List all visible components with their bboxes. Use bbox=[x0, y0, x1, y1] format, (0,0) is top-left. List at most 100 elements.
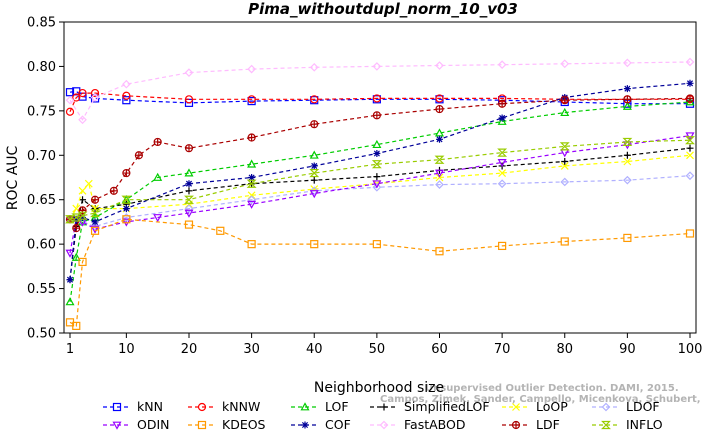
data-point bbox=[77, 211, 88, 220]
data-point bbox=[153, 172, 163, 181]
data-point bbox=[559, 142, 570, 151]
data-point bbox=[65, 249, 75, 258]
x-tick-label: 40 bbox=[306, 342, 323, 357]
data-point bbox=[90, 225, 100, 234]
x-tick-label: 20 bbox=[181, 342, 198, 357]
data-point bbox=[184, 68, 194, 77]
plot-area bbox=[65, 57, 695, 330]
data-point bbox=[623, 175, 632, 185]
legend-label: kNN bbox=[137, 399, 163, 414]
data-point bbox=[246, 179, 257, 188]
series-lof bbox=[65, 97, 695, 306]
data-point bbox=[122, 205, 130, 213]
data-point bbox=[122, 96, 131, 105]
data-point bbox=[79, 213, 87, 221]
legend-item-cof: COF bbox=[291, 417, 351, 432]
data-point bbox=[310, 120, 319, 129]
data-point bbox=[78, 88, 87, 98]
data-point bbox=[685, 57, 695, 67]
y-tick-label: 0.75 bbox=[27, 104, 56, 119]
chart-title: Pima_withoutdupl_norm_10_v03 bbox=[248, 0, 518, 18]
legend-item-loop: LoOP bbox=[502, 399, 568, 414]
data-point bbox=[498, 99, 507, 108]
data-point bbox=[65, 215, 75, 224]
y-tick-label: 0.70 bbox=[27, 149, 56, 164]
y-tick-label: 0.55 bbox=[27, 282, 56, 297]
data-point bbox=[65, 88, 75, 97]
data-point bbox=[247, 200, 257, 209]
data-point bbox=[497, 158, 507, 168]
watermark-line-1: Unsupervised Outlier Detection. DAMI, 20… bbox=[425, 383, 679, 394]
data-point bbox=[373, 173, 381, 181]
data-point bbox=[65, 95, 75, 105]
data-point bbox=[184, 168, 194, 177]
data-point bbox=[185, 187, 193, 195]
data-point bbox=[248, 174, 256, 181]
data-point bbox=[372, 182, 382, 192]
data-point bbox=[134, 151, 143, 160]
legend-label: SimplifiedLOF bbox=[404, 399, 490, 414]
legend-label: kNNW bbox=[222, 399, 260, 414]
x-tick-label: 50 bbox=[369, 342, 386, 357]
data-point bbox=[90, 195, 100, 204]
data-point bbox=[497, 60, 507, 69]
data-point bbox=[153, 214, 163, 223]
data-point bbox=[90, 94, 100, 103]
legend-label: LoOP bbox=[536, 399, 568, 414]
data-point bbox=[310, 95, 319, 104]
data-point bbox=[372, 180, 382, 189]
data-point bbox=[247, 195, 256, 205]
data-point bbox=[184, 220, 194, 229]
data-point bbox=[685, 94, 695, 103]
x-tick-label: 10 bbox=[118, 342, 135, 357]
watermark: Unsupervised Outlier Detection. DAMI, 20… bbox=[380, 383, 702, 405]
legend: kNN kNNW LOF SimplifiedLOF LoOP LDOF ODIN KDEOS… bbox=[103, 399, 663, 432]
legend-swatch-marker bbox=[512, 403, 520, 411]
data-point bbox=[90, 226, 100, 235]
legend-label: FastABOD bbox=[404, 417, 466, 432]
data-point bbox=[184, 195, 194, 204]
data-point bbox=[372, 111, 381, 120]
data-point bbox=[122, 79, 131, 89]
legend-swatch-marker bbox=[511, 420, 521, 430]
data-point bbox=[309, 168, 320, 178]
data-point bbox=[91, 218, 99, 226]
y-tick-label: 0.50 bbox=[27, 327, 56, 342]
data-point bbox=[560, 107, 570, 117]
legend-swatch-marker bbox=[379, 420, 389, 430]
legend-item-ldf: LDF bbox=[502, 417, 560, 432]
series-line bbox=[69, 61, 691, 121]
data-point bbox=[622, 137, 633, 147]
data-point bbox=[72, 93, 81, 102]
data-point bbox=[79, 196, 87, 204]
legend-item-simplifiedlof: SimplifiedLOF bbox=[370, 399, 490, 414]
x-tick-label: 70 bbox=[494, 342, 511, 357]
data-point bbox=[623, 157, 632, 166]
data-point bbox=[185, 180, 193, 188]
axes: 1 10 20 30 40 50 60 70 80 90 100 0.50 0.55 0.60 0.65 0.… bbox=[27, 16, 702, 358]
series-simplifiedlof bbox=[66, 144, 694, 284]
data-point bbox=[247, 133, 256, 142]
plot-frame bbox=[63, 21, 697, 334]
y-tick-label: 0.60 bbox=[27, 238, 56, 253]
data-point bbox=[90, 93, 100, 102]
data-point bbox=[109, 186, 118, 195]
data-point bbox=[373, 150, 381, 158]
data-point bbox=[310, 240, 319, 249]
data-point bbox=[560, 96, 569, 105]
data-point bbox=[90, 222, 100, 231]
series-inflo bbox=[65, 136, 695, 224]
legend-swatch-marker bbox=[380, 403, 388, 411]
data-point bbox=[623, 233, 632, 243]
data-point bbox=[371, 160, 382, 169]
y-tick-label: 0.80 bbox=[27, 60, 56, 75]
data-point bbox=[84, 179, 93, 188]
data-point bbox=[65, 107, 75, 116]
legend-item-knn: kNN bbox=[103, 399, 163, 414]
legend-swatch-marker bbox=[301, 421, 309, 429]
data-point bbox=[435, 180, 444, 189]
data-point bbox=[121, 195, 132, 204]
data-point bbox=[184, 204, 194, 213]
data-point bbox=[435, 61, 444, 70]
